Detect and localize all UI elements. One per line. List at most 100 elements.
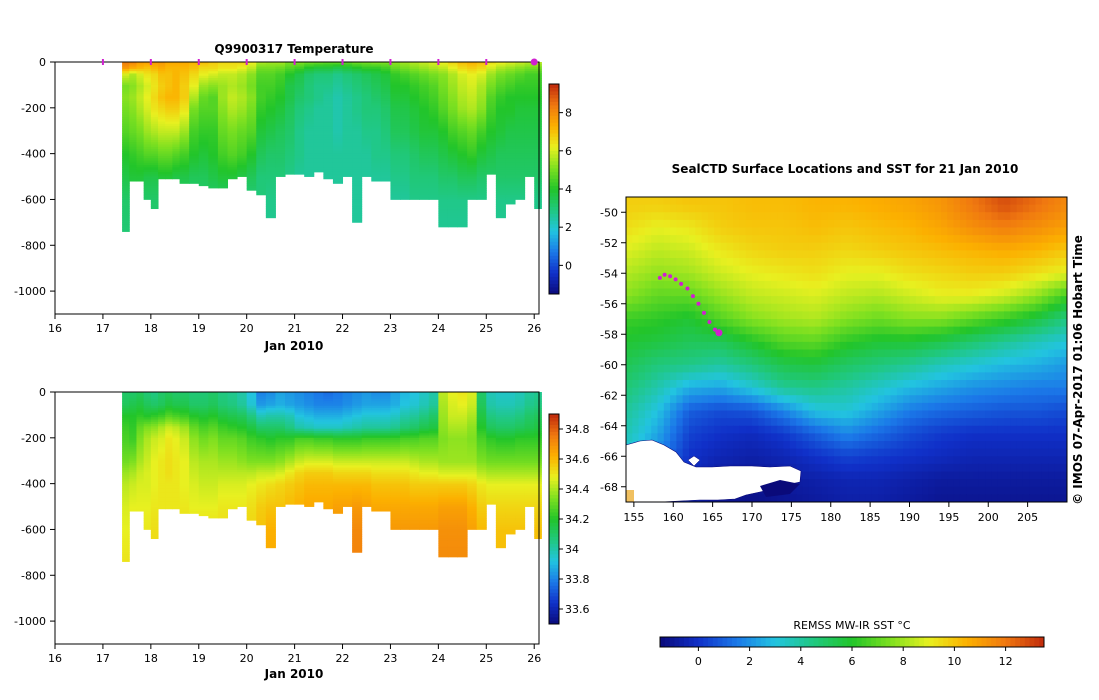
profile-cell [486, 149, 497, 152]
profile-cell [524, 144, 535, 148]
profile-cell [390, 162, 401, 166]
profile-cell [136, 75, 145, 79]
profile-cell [495, 98, 506, 102]
profile-cell [524, 119, 535, 122]
profile-cell [390, 144, 401, 148]
profile-cell [285, 398, 296, 402]
profile-cell [136, 435, 145, 439]
profile-cell [400, 449, 411, 452]
profile-cell [467, 197, 478, 200]
profile-cell [534, 183, 542, 187]
profile-cell [256, 126, 267, 129]
profile-cell [285, 142, 296, 145]
profile-cell [217, 428, 229, 432]
profile-cell [400, 119, 411, 122]
profile-cell [150, 398, 159, 402]
profile-cell [165, 430, 173, 434]
profile-cell [265, 481, 276, 485]
profile-cell [371, 501, 382, 505]
profile-cell [515, 105, 526, 109]
profile-cell [179, 91, 190, 95]
profile-cell [256, 508, 267, 512]
profile-cell [390, 520, 401, 523]
profile-cell [457, 153, 468, 157]
profile-cell [294, 401, 305, 404]
profile-cell [256, 165, 267, 168]
profile-cell [129, 165, 137, 168]
time-tick-label: 16 [48, 322, 62, 335]
profile-cell [122, 485, 130, 489]
profile-cell [361, 126, 372, 129]
profile-cell [409, 522, 420, 526]
profile-cell [172, 396, 181, 400]
profile-cell [342, 89, 353, 93]
profile-cell [165, 130, 173, 134]
profile-cell [143, 398, 152, 402]
profile-cell [304, 135, 315, 138]
profile-cell [237, 133, 248, 136]
profile-cell [165, 62, 173, 65]
profile-cell [342, 492, 353, 496]
profile-cell [457, 64, 468, 67]
profile-cell [256, 469, 267, 473]
profile-cell [352, 545, 363, 549]
profile-cell [476, 469, 487, 473]
profile-cell [256, 520, 267, 523]
profile-cell [419, 176, 430, 180]
profile-cell [208, 426, 219, 430]
profile-cell [361, 495, 372, 498]
profile-cell [256, 100, 267, 104]
profile-cell [438, 472, 449, 475]
profile-cell [409, 169, 420, 173]
profile-cell [198, 176, 209, 180]
profile-cell [294, 155, 305, 159]
profile-cell [158, 82, 166, 86]
profile-cell [198, 114, 209, 118]
profile-cell [428, 403, 439, 407]
profile-cell [122, 103, 130, 106]
profile-cell [515, 75, 526, 79]
profile-cell [419, 165, 430, 168]
profile-cell [400, 527, 411, 530]
profile-cell [409, 68, 420, 72]
profile-cell [294, 485, 305, 489]
profile-cell [189, 444, 200, 448]
profile-cell [136, 155, 145, 159]
profile-cell [237, 442, 248, 446]
profile-cell [380, 146, 391, 150]
profile-cell [304, 160, 315, 164]
profile-cell [285, 474, 296, 478]
profile-cell [495, 130, 506, 134]
profile-cell [457, 467, 468, 471]
profile-cell [208, 392, 219, 395]
profile-cell [447, 91, 459, 95]
profile-cell [275, 421, 286, 425]
profile-cell [400, 430, 411, 434]
profile-cell [409, 121, 420, 125]
profile-cell [419, 403, 430, 407]
profile-cell [352, 488, 363, 491]
profile-cell [189, 463, 200, 466]
profile-cell [476, 110, 487, 113]
profile-cell [361, 483, 372, 487]
profile-cell [457, 139, 468, 143]
profile-cell [150, 501, 159, 505]
time-tick-label: 21 [288, 322, 302, 335]
profile-cell [342, 100, 353, 104]
profile-cell [342, 155, 353, 159]
profile-cell [165, 446, 173, 450]
profile-cell [150, 506, 159, 510]
profile-cell [136, 62, 145, 65]
colorbar-segment [549, 224, 559, 228]
profile-cell [246, 167, 257, 171]
profile-cell [150, 437, 159, 441]
profile-cell [419, 149, 430, 152]
profile-cell [136, 144, 145, 148]
profile-cell [495, 197, 506, 200]
profile-cell [495, 215, 506, 219]
profile-cell [447, 130, 459, 134]
profile-cell [304, 465, 315, 468]
profile-cell [136, 481, 145, 485]
profile-cell [198, 87, 209, 90]
